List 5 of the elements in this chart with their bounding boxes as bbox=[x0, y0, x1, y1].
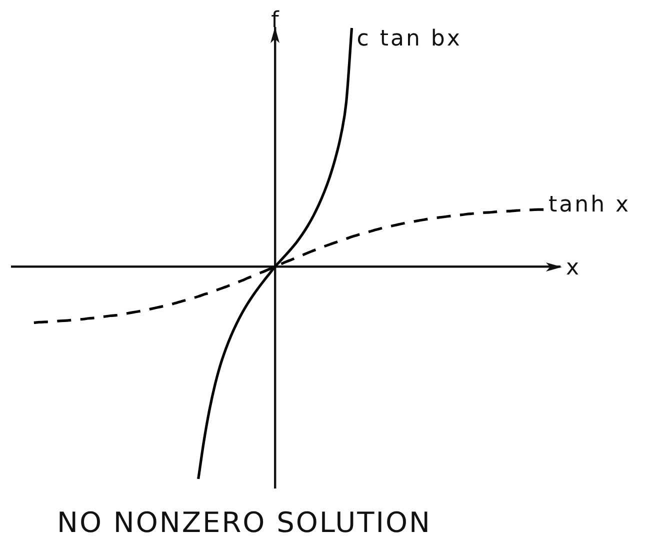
y-axis-title: f bbox=[271, 8, 281, 33]
series-label: tanh x bbox=[548, 192, 631, 218]
text: NO NONZERO SOLUTION bbox=[57, 506, 432, 539]
x-axis-title: x bbox=[566, 255, 582, 280]
series-label: c tan bx bbox=[356, 26, 462, 52]
